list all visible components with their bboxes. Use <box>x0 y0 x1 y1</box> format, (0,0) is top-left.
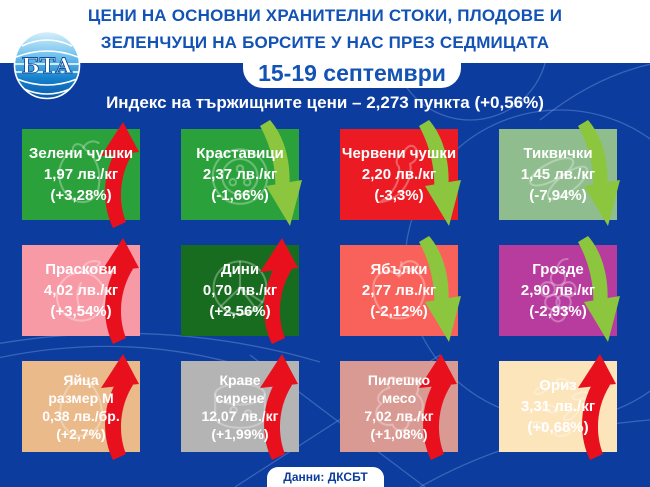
price-tile-apple: Ябълки 2,77 лв./кг (-2,12%) <box>340 236 461 342</box>
product-name: Краставици <box>196 145 284 162</box>
price-tile-grapes: Грозде 2,90 лв./кг (-2,93%) <box>499 236 620 342</box>
arrow-up-icon <box>419 354 457 460</box>
product-change: (-3,3%) <box>374 187 424 204</box>
rice-icon <box>531 377 590 437</box>
date-range-label: 15-19 септември <box>258 60 446 86</box>
price-tile-chicken: Пилешко месо 7,02 лв./кг (+1,08%) <box>340 354 458 460</box>
product-name: сирене <box>215 389 265 406</box>
cucumber-icon <box>211 147 269 205</box>
arrow-up-icon <box>101 122 139 228</box>
cheese-icon <box>214 382 266 429</box>
product-name: размер М <box>48 389 114 406</box>
product-name: Краве <box>219 371 261 388</box>
tile-text: Яйца размер М 0,38 лв./бр. (+2,7%) <box>22 361 140 452</box>
product-name: Грозде <box>532 261 584 278</box>
globe-latitude-lines <box>15 39 79 95</box>
tile-text: Червени чушки 2,20 лв./кг (-3,3%) <box>340 129 458 220</box>
product-price: 12,07 лв./кг <box>201 407 279 424</box>
tile-text: Ориз 3,31 лв./кг (+0,68%) <box>499 361 617 452</box>
price-tile-rice: Ориз 3,31 лв./кг (+0,68%) <box>499 354 617 460</box>
price-tile-red-pepper: Червени чушки 2,20 лв./кг (-3,3%) <box>340 120 461 226</box>
arrow-down-icon <box>260 120 302 226</box>
product-change: (+0,68%) <box>527 419 589 436</box>
bta-logo-text: БТА <box>22 53 73 78</box>
product-name: Ябълки <box>370 261 428 278</box>
tile-text: Зелени чушки 1,97 лв./кг (+3,28%) <box>22 129 140 220</box>
zucchini-icon <box>528 156 589 200</box>
arrow-up-icon <box>101 354 139 460</box>
product-change: (+2,7%) <box>56 425 106 442</box>
page-title-line1: ЦЕНИ НА ОСНОВНИ ХРАНИТЕЛНИ СТОКИ, ПЛОДОВ… <box>87 6 563 25</box>
product-price: 0,38 лв./бр. <box>42 407 120 424</box>
product-price: 2,37 лв./кг <box>202 166 278 183</box>
product-change: (-2,93%) <box>529 303 587 320</box>
tile-text: Грозде 2,90 лв./кг (-2,93%) <box>499 245 617 336</box>
grapes-icon <box>539 257 577 322</box>
price-tile-watermelon: Дини 0,70 лв./кг (+2,56%) <box>181 238 299 344</box>
green-pepper-icon <box>58 139 101 203</box>
tile-text: Краставици 2,37 лв./кг (-1,66%) <box>181 129 299 220</box>
product-name: Зелени чушки <box>28 145 134 162</box>
arrow-up-icon <box>260 238 298 344</box>
market-index-line: Индекс на тържищните цени – 2,273 пункта… <box>106 93 544 112</box>
price-tile-zucchini: Тиквички 1,45 лв./кг (-7,94%) <box>499 120 620 226</box>
product-price: 1,45 лв./кг <box>520 166 596 183</box>
product-change: (+3,28%) <box>50 187 112 204</box>
product-name: Праскови <box>45 261 117 278</box>
price-tile-peach: Праскови 4,02 лв./кг (+3,54%) <box>22 238 140 344</box>
tile-text: Тиквички 1,45 лв./кг (-7,94%) <box>499 129 617 220</box>
page-title-line2: ЗЕЛЕНЧУЦИ НА БОРСИТЕ У НАС ПРЕЗ СЕДМИЦАТ… <box>100 33 550 52</box>
product-name: Червени чушки <box>341 145 457 162</box>
product-price: 2,90 лв./кг <box>520 282 596 299</box>
product-name: Яйца <box>63 371 99 388</box>
product-price: 2,77 лв./кг <box>361 282 437 299</box>
tile-text: Пилешко месо 7,02 лв./кг (+1,08%) <box>340 361 458 452</box>
product-price: 4,02 лв./кг <box>43 282 119 299</box>
product-change: (-2,12%) <box>370 303 428 320</box>
product-change: (+3,54%) <box>50 303 112 320</box>
product-price: 0,70 лв./кг <box>202 282 278 299</box>
watermelon-icon <box>212 259 268 315</box>
product-name: Дини <box>220 261 260 278</box>
product-change: (+2,56%) <box>209 303 271 320</box>
source-pill: Данни: ДКСБТ <box>267 467 384 487</box>
product-change: (+1,99%) <box>211 425 269 442</box>
product-name: Ориз <box>539 377 577 394</box>
product-change: (+1,08%) <box>370 425 428 442</box>
product-change: (-1,66%) <box>211 187 269 204</box>
product-price: 3,31 лв./кг <box>520 398 596 415</box>
tile-text: Краве сирене 12,07 лв./кг (+1,99%) <box>181 361 299 452</box>
arrow-up-icon <box>260 354 298 460</box>
date-range-pill: 15-19 септември <box>243 50 461 88</box>
tile-text: Праскови 4,02 лв./кг (+3,54%) <box>22 245 140 336</box>
product-price: 7,02 лв./кг <box>364 407 434 424</box>
arrow-down-icon <box>578 236 620 342</box>
tile-text: Ябълки 2,77 лв./кг (-2,12%) <box>340 245 458 336</box>
product-price: 2,20 лв./кг <box>361 166 437 183</box>
product-name: месо <box>381 389 417 406</box>
chicken-icon <box>375 375 424 431</box>
product-name: Пилешко <box>367 371 431 388</box>
arrow-up-icon <box>578 354 616 460</box>
price-tiles-grid: Зелени чушки 1,97 лв./кг (+3,28%) Краста… <box>22 120 620 460</box>
arrow-down-icon <box>419 236 461 342</box>
product-price: 1,97 лв./кг <box>43 166 119 183</box>
peach-icon <box>55 259 107 322</box>
arrow-down-icon <box>578 120 620 226</box>
price-tile-green-pepper: Зелени чушки 1,97 лв./кг (+3,28%) <box>22 122 140 228</box>
price-tile-cucumber: Краставици 2,37 лв./кг (-1,66%) <box>181 120 302 226</box>
product-name: Тиквички <box>523 145 593 162</box>
apple-icon <box>372 259 426 319</box>
product-change: (-7,94%) <box>529 187 587 204</box>
arrow-down-icon <box>419 120 461 226</box>
red-pepper-icon <box>378 144 419 203</box>
arrow-up-icon <box>101 238 139 344</box>
egg-icon <box>59 378 103 437</box>
tile-text: Дини 0,70 лв./кг (+2,56%) <box>181 245 299 336</box>
price-tile-egg: Яйца размер М 0,38 лв./бр. (+2,7%) <box>22 354 140 460</box>
bta-logo: БТА <box>13 30 81 100</box>
price-tile-cheese: Краве сирене 12,07 лв./кг (+1,99%) <box>181 354 299 460</box>
source-label: Данни: ДКСБТ <box>283 470 368 484</box>
